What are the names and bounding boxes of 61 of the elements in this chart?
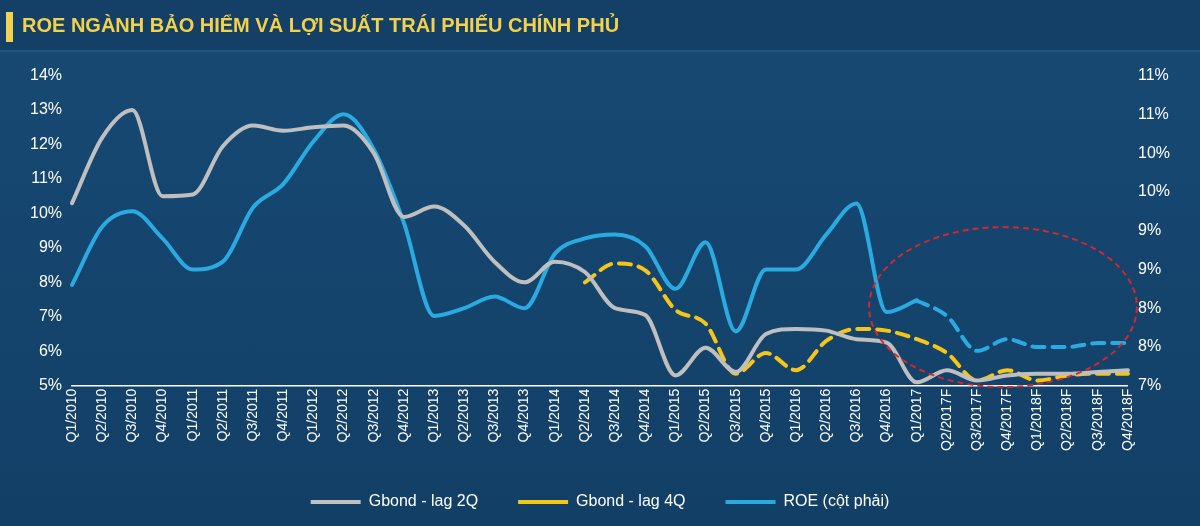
x-tick-label: Q3/2014 (605, 388, 622, 443)
y-tick-label: 14% (29, 66, 63, 84)
x-tick-label: Q2/2012 (334, 388, 351, 443)
y-tick-label: 6% (38, 341, 63, 359)
x-tick-label: Q2/2016 (817, 388, 834, 443)
x-tick-label: Q3/2011 (243, 388, 260, 442)
x-tick-label: Q4/2014 (636, 388, 653, 443)
x-tick-label: Q4/2015 (756, 388, 773, 443)
x-tick-label: Q1/2017 (907, 388, 924, 443)
line-series (582, 261, 1130, 383)
x-tick-label: Q4/2013 (515, 388, 532, 443)
x-tick-label: Q1/2018F (1028, 388, 1045, 451)
x-tick-label: Q2/2017F (937, 388, 954, 451)
x-tick-label: Q2/2014 (575, 388, 592, 443)
x-tick-label: Q1/2010 (62, 388, 79, 443)
legend-label: Gbond - lag 2Q (368, 492, 479, 510)
y-tick-label: 5% (38, 376, 63, 394)
x-tick-label: Q2/2013 (455, 388, 472, 443)
x-tick-label: Q4/2017F (998, 388, 1015, 451)
x-tick-label: Q3/2010 (123, 388, 140, 443)
x-tick-label: Q3/2018F (1088, 388, 1105, 451)
x-tick-label: Q3/2016 (847, 388, 864, 443)
x-tick-label: Q4/2011 (274, 388, 291, 442)
x-tick-label: Q1/2014 (545, 388, 562, 443)
y2-tick-label: 9% (1137, 221, 1162, 239)
y2-tick-label: 8% (1137, 298, 1162, 316)
y-tick-label: 8% (38, 272, 63, 290)
x-tick-label: Q3/2015 (726, 388, 743, 443)
x-tick-label: Q4/2018F (1118, 388, 1135, 451)
y2-tick-label: 8% (1137, 337, 1162, 355)
x-tick-label: Q2/2010 (93, 388, 110, 443)
legend-label: Gbond - lag 4Q (576, 492, 686, 510)
line-series (70, 108, 1130, 385)
x-tick-label: Q2/2011 (213, 388, 230, 442)
y-tick-label: 7% (38, 307, 63, 325)
x-tick-label: Q1/2015 (666, 388, 683, 443)
chart-title: ROE NGÀNH BẢO HIỂM VÀ LỢI SUẤT TRÁI PHIẾU CHÍNH PHỦ (22, 14, 620, 37)
y-tick-label: 12% (29, 134, 63, 152)
y2-tick-label: 10% (1137, 143, 1171, 161)
x-tick-label: Q2/2015 (696, 388, 713, 443)
x-tick-label: Q1/2013 (424, 388, 441, 443)
y2-tick-label: 11% (1137, 66, 1169, 84)
y-tick-label: 13% (29, 100, 63, 118)
x-tick-label: Q4/2010 (153, 388, 170, 443)
x-tick-label: Q2/2018F (1058, 388, 1075, 451)
y2-tick-label: 9% (1137, 259, 1162, 277)
y-tick-label: 9% (38, 238, 63, 256)
x-tick-label: Q1/2011 (183, 388, 200, 442)
legend-label: ROE (cột phải) (783, 492, 890, 510)
x-tick-label: Q1/2016 (786, 388, 803, 443)
y2-tick-label: 10% (1137, 182, 1171, 200)
x-tick-label: Q3/2012 (364, 388, 381, 443)
x-tick-label: Q4/2016 (877, 388, 894, 443)
x-tick-label: Q3/2017F (967, 388, 984, 451)
y2-tick-label: 11% (1137, 104, 1169, 122)
x-tick-label: Q1/2012 (304, 388, 321, 443)
x-tick-label: Q3/2013 (485, 388, 502, 443)
y2-tick-label: 7% (1137, 376, 1162, 394)
x-tick-label: Q4/2012 (394, 388, 411, 443)
y-tick-label: 10% (29, 203, 63, 221)
y-tick-label: 11% (31, 169, 63, 187)
